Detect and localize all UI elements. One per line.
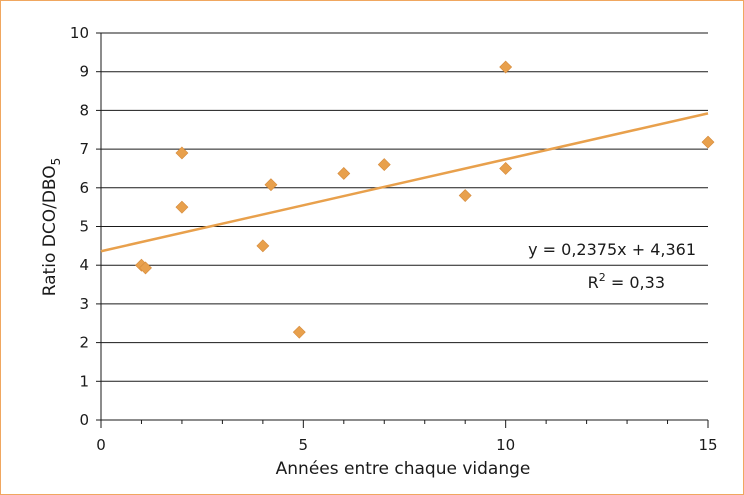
y-tick-label: 2: [79, 334, 89, 352]
x-tick-label: 15: [698, 436, 717, 454]
grid-lines: [101, 32, 708, 421]
trendline-equation: y = 0,2375x + 4,361: [528, 240, 696, 259]
data-point-8: [377, 158, 391, 172]
r-squared-value: = 0,33: [606, 273, 665, 292]
data-point-5: [264, 178, 278, 192]
r-squared-label: R2 = 0,33: [588, 271, 665, 292]
y-tick-label: 6: [79, 179, 89, 197]
data-point-1: [139, 261, 152, 275]
y-tick-label: 1: [79, 372, 89, 390]
x-axis-title: Années entre chaque vidange: [276, 459, 531, 479]
y-tick-label: 9: [79, 63, 89, 81]
data-point-7: [337, 167, 351, 180]
data-point-4: [256, 239, 270, 253]
data-point-6: [292, 325, 306, 339]
data-point-11: [499, 162, 513, 175]
y-tick-label: 4: [79, 256, 89, 274]
y-tick-label: 3: [79, 295, 89, 313]
trendline: [100, 112, 709, 253]
y-tick-label: 8: [79, 101, 89, 119]
y-tick-label: 7: [79, 140, 89, 158]
trendline-group: [100, 112, 709, 253]
tick-labels: 0 1 2 3 4 5 6 7 8 9 10 0 5 10 15: [70, 24, 718, 454]
data-point-10: [499, 60, 513, 74]
y-axis-title-main: Ratio DCO/DBO: [40, 165, 60, 296]
r-squared-prefix: R: [588, 273, 599, 292]
r-squared-superscript: 2: [599, 271, 606, 284]
y-axis-title-subscript: 5: [49, 158, 63, 166]
y-tick-label: 10: [70, 24, 89, 42]
data-point-3: [175, 200, 189, 214]
y-tick-label: 5: [79, 218, 89, 236]
x-tick-label: 0: [96, 436, 106, 454]
data-points: [135, 60, 715, 339]
y-axis-title: Ratio DCO/DBO5: [40, 158, 63, 297]
x-tick-label: 5: [299, 436, 309, 454]
data-point-2: [175, 146, 189, 160]
y-tick-label: 0: [79, 411, 89, 429]
x-tick-label: 10: [496, 436, 515, 454]
data-point-12: [701, 135, 715, 149]
data-point-9: [458, 189, 472, 202]
axes: [96, 32, 709, 428]
